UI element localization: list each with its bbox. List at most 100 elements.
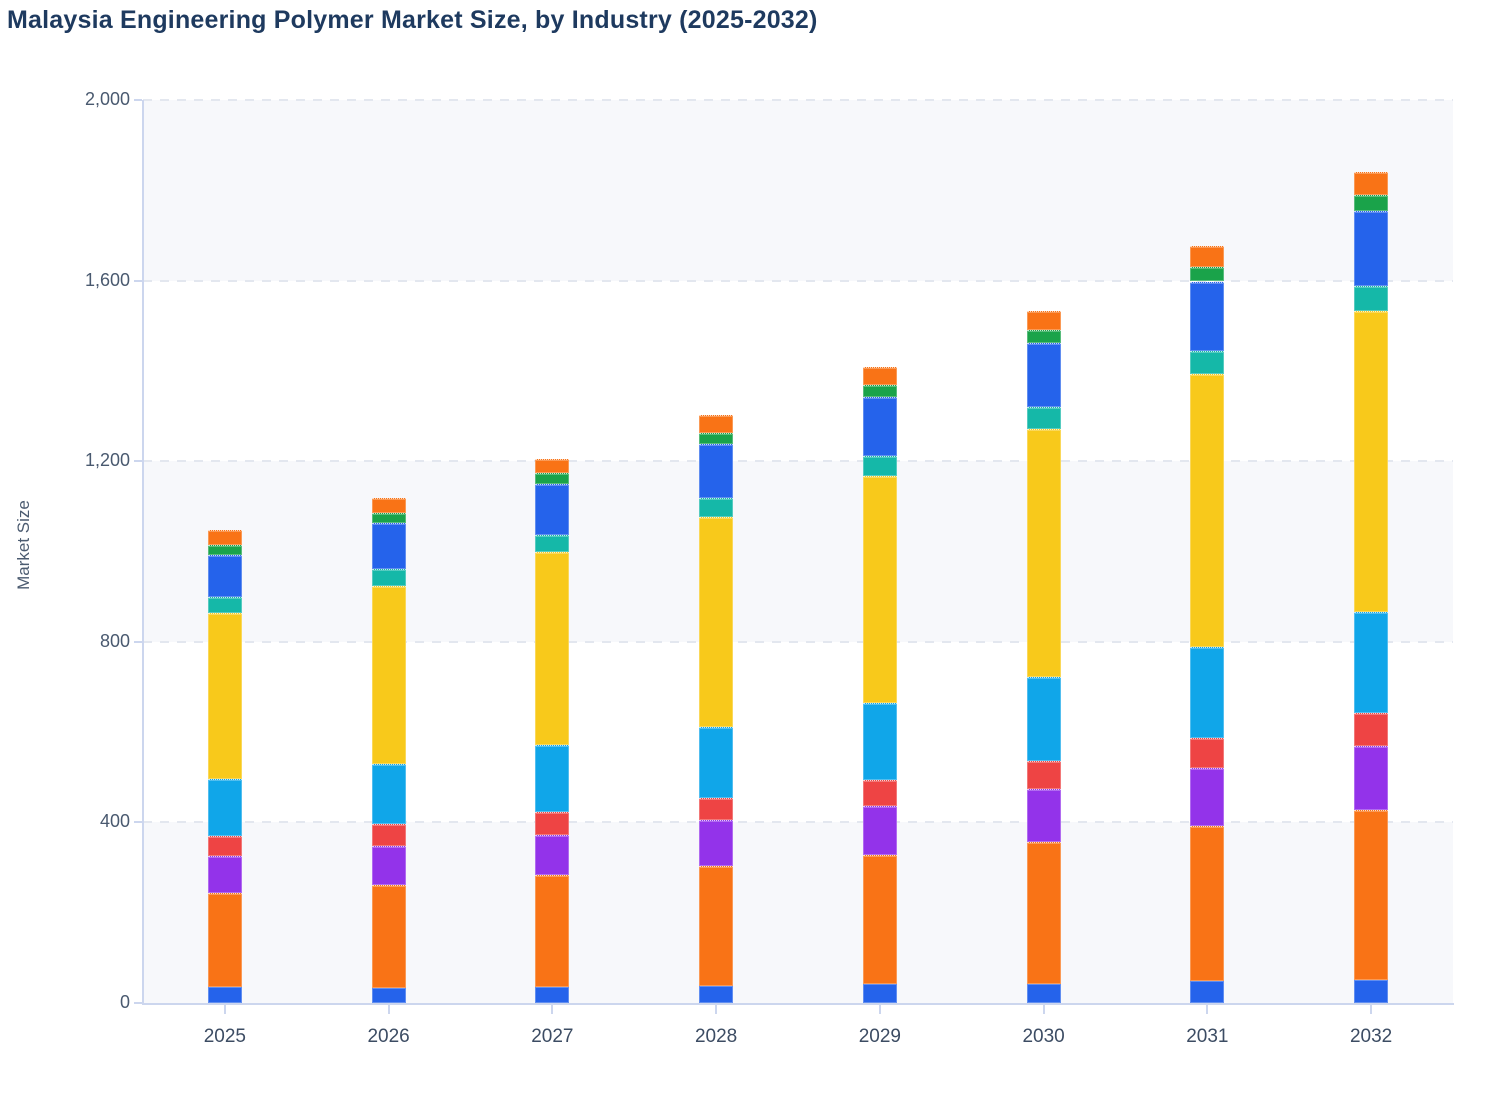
bar-segment-2029-10[interactable] <box>862 367 897 385</box>
bar-segment-2031-2[interactable] <box>1190 826 1225 981</box>
bar-segment-2025-8[interactable] <box>207 555 242 597</box>
bar-segment-2029-1[interactable] <box>862 984 897 1003</box>
x-tick-label-2028: 2028 <box>694 1026 738 1047</box>
bar-segment-2028-7[interactable] <box>699 497 734 518</box>
bar-segment-2030-7[interactable] <box>1026 407 1061 430</box>
bar-segment-2030-3[interactable] <box>1026 789 1061 843</box>
bar-segment-2032-1[interactable] <box>1354 979 1389 1003</box>
bar-segment-2027-1[interactable] <box>535 986 570 1003</box>
bar-segment-2027-4[interactable] <box>535 812 570 835</box>
y-tick-400 <box>134 821 142 824</box>
bar-segment-2025-2[interactable] <box>207 892 242 988</box>
bar-segment-2031-10[interactable] <box>1190 246 1225 268</box>
x-tick-2030 <box>1042 1005 1045 1014</box>
bar-segment-2031-7[interactable] <box>1190 351 1225 374</box>
bar-segment-2030-8[interactable] <box>1026 343 1061 407</box>
bar-segment-2028-1[interactable] <box>699 985 734 1003</box>
bar-segment-2025-5[interactable] <box>207 779 242 837</box>
bar-segment-2028-10[interactable] <box>699 415 734 433</box>
bar-segment-2026-3[interactable] <box>371 846 406 886</box>
x-tick-2026 <box>387 1005 390 1014</box>
bar-segment-2032-9[interactable] <box>1354 194 1389 211</box>
bar-segment-2028-4[interactable] <box>699 797 734 821</box>
bar-segment-2030-1[interactable] <box>1026 984 1061 1003</box>
bar-segment-2030-6[interactable] <box>1026 429 1061 677</box>
bar-segment-2026-10[interactable] <box>371 498 406 513</box>
bar-segment-2031-1[interactable] <box>1190 980 1225 1003</box>
bar-segment-2027-2[interactable] <box>535 875 570 987</box>
bar-segment-2027-3[interactable] <box>535 834 570 876</box>
bar-segment-2025-4[interactable] <box>207 836 242 857</box>
bar-segment-2025-6[interactable] <box>207 612 242 780</box>
bar-segment-2031-5[interactable] <box>1190 646 1225 739</box>
bar-segment-2025-10[interactable] <box>207 530 242 546</box>
bar-segment-2030-2[interactable] <box>1026 842 1061 985</box>
bar-segment-2029-9[interactable] <box>862 384 897 398</box>
x-tick-label-2032: 2032 <box>1349 1026 1393 1047</box>
gridline-2000 <box>143 99 1453 101</box>
bar-segment-2029-7[interactable] <box>862 455 897 476</box>
y-tick-label-2000: 2,000 <box>84 89 130 109</box>
x-tick-2028 <box>715 1005 718 1014</box>
bar-segment-2026-4[interactable] <box>371 823 406 847</box>
background-band <box>143 461 1453 642</box>
bar-segment-2032-4[interactable] <box>1354 713 1389 747</box>
bar-segment-2026-6[interactable] <box>371 585 406 764</box>
bar-segment-2029-2[interactable] <box>862 855 897 985</box>
y-tick-800 <box>134 640 142 643</box>
bar-segment-2029-5[interactable] <box>862 703 897 781</box>
bar-segment-2027-10[interactable] <box>535 458 570 474</box>
bar-segment-2032-3[interactable] <box>1354 746 1389 811</box>
bar-segment-2025-9[interactable] <box>207 545 242 556</box>
bar-segment-2026-2[interactable] <box>371 885 406 989</box>
y-tick-0 <box>134 1002 142 1004</box>
bar-segment-2027-8[interactable] <box>535 484 570 535</box>
bar-segment-2031-4[interactable] <box>1190 738 1225 769</box>
bar-segment-2032-8[interactable] <box>1354 210 1389 287</box>
bar-segment-2029-3[interactable] <box>862 806 897 856</box>
bar-segment-2025-7[interactable] <box>207 596 242 613</box>
bar-segment-2029-6[interactable] <box>862 475 897 704</box>
bar-segment-2028-2[interactable] <box>699 865 734 986</box>
background-band <box>143 280 1453 462</box>
bar-segment-2027-5[interactable] <box>535 745 570 813</box>
bar-segment-2027-6[interactable] <box>535 552 570 746</box>
bar-segment-2031-6[interactable] <box>1190 373 1225 647</box>
y-tick-label-0: 0 <box>119 992 130 1012</box>
x-tick-label-2031: 2031 <box>1186 1026 1229 1047</box>
bar-segment-2029-4[interactable] <box>862 780 897 807</box>
y-tick-1200 <box>134 460 142 463</box>
bar-segment-2029-8[interactable] <box>862 397 897 456</box>
bar-segment-2025-3[interactable] <box>207 856 242 893</box>
bar-segment-2026-8[interactable] <box>371 522 406 569</box>
bar-segment-2028-6[interactable] <box>699 517 734 728</box>
bar-segment-2031-9[interactable] <box>1190 267 1225 282</box>
bar-segment-2026-1[interactable] <box>371 988 406 1003</box>
bar-segment-2030-9[interactable] <box>1026 329 1061 344</box>
bar-segment-2027-7[interactable] <box>535 534 570 553</box>
bar-segment-2032-5[interactable] <box>1354 612 1389 714</box>
bar-segment-2025-1[interactable] <box>207 987 242 1003</box>
bar-segment-2031-8[interactable] <box>1190 281 1225 352</box>
bar-segment-2028-3[interactable] <box>699 820 734 866</box>
plot-area <box>143 99 1453 1003</box>
bar-segment-2028-5[interactable] <box>699 727 734 798</box>
bar-segment-2031-3[interactable] <box>1190 768 1225 827</box>
gridline-1200 <box>143 460 1453 463</box>
bar-segment-2028-8[interactable] <box>699 443 734 498</box>
bar-segment-2026-7[interactable] <box>371 568 406 586</box>
y-tick-label-800: 800 <box>99 630 130 651</box>
bar-segment-2026-5[interactable] <box>371 763 406 824</box>
bar-segment-2030-5[interactable] <box>1026 676 1061 761</box>
bar-segment-2028-9[interactable] <box>699 432 734 444</box>
bar-segment-2032-6[interactable] <box>1354 311 1389 612</box>
bar-segment-2030-10[interactable] <box>1026 311 1061 330</box>
bar-segment-2032-2[interactable] <box>1354 810 1389 980</box>
y-axis-title: Market Size <box>14 500 33 590</box>
y-tick-2000 <box>134 99 142 101</box>
bar-segment-2032-10[interactable] <box>1354 172 1389 195</box>
bar-segment-2032-7[interactable] <box>1354 286 1389 312</box>
bar-segment-2030-4[interactable] <box>1026 760 1061 790</box>
bar-segment-2026-9[interactable] <box>371 512 406 523</box>
bar-segment-2027-9[interactable] <box>535 473 570 485</box>
